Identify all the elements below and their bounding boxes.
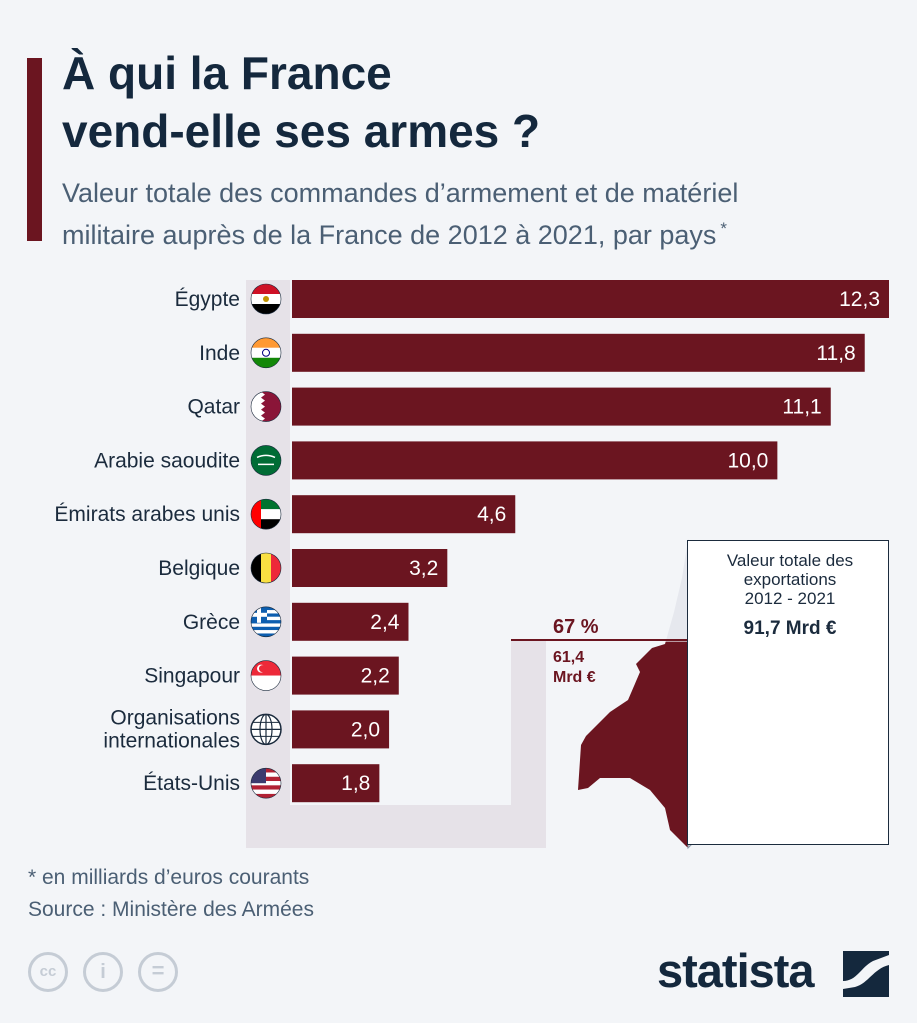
flag-belgium-icon xyxy=(250,552,282,584)
title-accent-bar xyxy=(27,58,42,241)
chart-title: À qui la France vend-elle ses armes ? xyxy=(62,44,902,160)
flag-india-icon xyxy=(250,337,282,369)
title-line-2: vend-elle ses armes ? xyxy=(62,105,541,157)
bar-value-label: 1,8 xyxy=(341,772,370,795)
total-exports-box xyxy=(687,540,889,845)
jet-left-half-remaining xyxy=(665,540,688,642)
bar xyxy=(292,280,889,318)
total-label-line-1: Valeur totale des xyxy=(726,551,854,570)
total-value: 91,7 Mrd € xyxy=(743,618,837,639)
category-label: États-Unis xyxy=(143,772,240,795)
share-amount: 61,4 Mrd € xyxy=(553,648,623,688)
category-label: Organisations xyxy=(110,706,240,729)
creative-commons-icon[interactable]: cc xyxy=(28,952,68,992)
subtitle-footnote-mark: * xyxy=(720,219,728,238)
statista-logo-icon[interactable] xyxy=(843,951,889,997)
category-label: Singapour xyxy=(144,665,240,688)
bar xyxy=(292,333,865,372)
subtitle-line-2: militaire auprès de la France de 2012 à … xyxy=(62,220,717,250)
bar xyxy=(292,495,516,534)
bar xyxy=(292,602,409,641)
bar-value-label: 2,0 xyxy=(351,718,380,741)
category-label: Grèce xyxy=(183,611,240,634)
bar-value-label: 12,3 xyxy=(839,288,880,311)
jet-left-half-share xyxy=(578,641,688,848)
category-label: Émirats arabes unis xyxy=(54,503,240,526)
bar-value-label: 2,2 xyxy=(361,665,390,688)
category-label: Inde xyxy=(199,342,240,365)
share-amount-unit: Mrd € xyxy=(553,669,596,686)
bar xyxy=(292,549,448,587)
share-amount-value: 61,4 xyxy=(553,649,585,666)
footnote: * en milliards d’euros courants xyxy=(28,866,310,889)
source-note: Source : Ministère des Armées xyxy=(28,898,314,921)
share-connector-panel xyxy=(246,805,546,848)
bar xyxy=(292,441,778,480)
total-label-line-2: exportations xyxy=(743,570,837,589)
bar-value-label: 3,2 xyxy=(409,557,438,580)
flag-qatar-icon xyxy=(250,391,282,422)
title-line-1: À qui la France xyxy=(62,47,392,99)
bar-value-label: 2,4 xyxy=(370,611,400,634)
bar xyxy=(292,764,380,803)
statista-logo-text[interactable]: statista xyxy=(657,944,815,997)
category-label: Qatar xyxy=(187,396,240,419)
flag-egypt-icon xyxy=(250,283,282,315)
bar-value-label: 11,1 xyxy=(782,396,821,419)
chart-subtitle: Valeur totale des commandes d’armement e… xyxy=(62,175,902,253)
subtitle-line-1: Valeur totale des commandes d’armement e… xyxy=(62,178,739,208)
bar xyxy=(292,656,399,695)
category-label: Belgique xyxy=(158,557,240,580)
category-label: internationales xyxy=(103,729,240,752)
total-label-line-3: 2012 - 2021 xyxy=(744,589,836,608)
flag-saudi-arabia-icon xyxy=(250,445,282,476)
attribution-icon[interactable]: i xyxy=(83,952,123,992)
category-label: Arabie saoudite xyxy=(94,449,240,472)
bar-value-label: 11,8 xyxy=(816,342,855,365)
bar xyxy=(292,387,831,426)
bar-value-label: 4,6 xyxy=(477,503,506,526)
no-derivatives-icon[interactable]: = xyxy=(138,952,178,992)
total-exports-text: Valeur totale des exportations 2012 - 20… xyxy=(692,551,888,638)
flag-uae-icon xyxy=(250,498,282,530)
category-label: Égypte xyxy=(175,288,240,311)
flag-singapore-icon xyxy=(250,660,282,691)
share-percent: 67 % xyxy=(553,616,599,638)
globe-icon xyxy=(250,713,282,746)
bar xyxy=(292,710,390,749)
bar-value-label: 10,0 xyxy=(727,449,768,472)
